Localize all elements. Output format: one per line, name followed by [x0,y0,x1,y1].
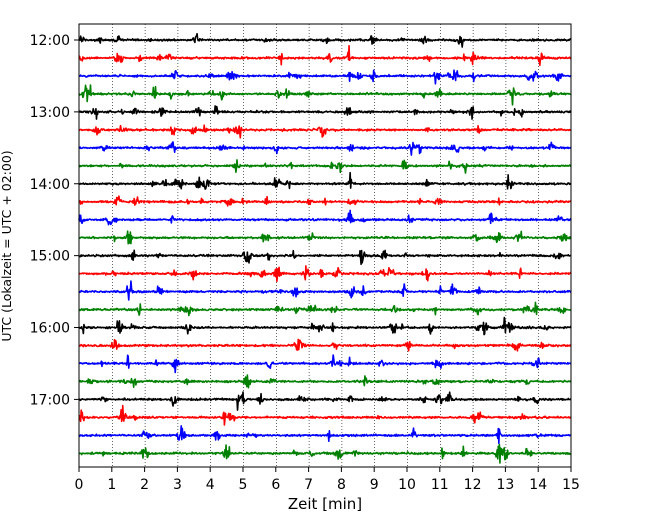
x-tick-label: 14 [529,477,547,493]
seismogram-trace [78,44,572,67]
seismogram-trace [78,159,572,174]
x-tick-label: 8 [337,477,346,493]
seismogram-trace [78,301,572,317]
x-tick-label: 15 [562,477,580,493]
x-axis-ticks: 0 1 2 3 4 5 6 7 8 9 10 11 12 13 14 15 [75,467,580,493]
x-tick-label: 10 [398,477,416,493]
seismogram-trace [78,265,572,283]
x-tick-label: 11 [431,477,449,493]
seismogram-trace [78,425,572,445]
x-tick-label: 7 [304,477,313,493]
plot-frame [78,23,572,468]
seismogram-trace [78,404,572,426]
seismogram-trace [78,249,572,266]
y-axis-label: UTC (Lokalzeit = UTC + 02:00) [0,150,14,341]
seismogram-trace [78,230,572,245]
y-tick-label: 15:00 [30,249,70,265]
x-tick-label: 2 [140,477,149,493]
seismogram-trace [78,32,572,48]
x-tick-label: 3 [173,477,182,493]
x-tick-label: 0 [75,477,84,493]
x-tick-label: 13 [496,477,514,493]
y-tick-label: 12:00 [30,33,70,49]
seismogram-trace [78,171,572,190]
seismogram-trace [78,443,572,464]
seismogram-trace [78,354,572,374]
x-tick-label: 12 [464,477,482,493]
y-tick-label: 16:00 [30,321,70,337]
x-tick-label: 1 [107,477,116,493]
seismogram-trace [78,280,572,301]
seismogram-trace [78,105,572,120]
seismogram-trace [78,316,572,336]
seismogram-trace [78,195,572,207]
seismogram-trace [78,84,572,106]
seismogram-trace [78,338,572,352]
x-axis-label: Zeit [min] [288,495,362,513]
y-axis-ticks: 12:00 13:00 14:00 15:00 16:00 17:00 [30,33,79,408]
seismogram-trace [78,209,572,226]
x-tick-label: 5 [239,477,248,493]
seismogram-traces [78,32,572,464]
x-tick-label: 9 [370,477,379,493]
grid-lines [112,24,540,467]
seismogram-trace [78,391,572,411]
y-tick-label: 14:00 [30,177,70,193]
x-tick-label: 6 [271,477,280,493]
seismogram-trace [78,69,572,85]
seismogram-trace [78,374,572,389]
y-tick-label: 13:00 [30,105,70,121]
seismogram-trace [78,141,572,156]
seismogram-trace [78,124,572,139]
x-tick-label: 4 [206,477,215,493]
y-tick-label: 17:00 [30,392,70,408]
